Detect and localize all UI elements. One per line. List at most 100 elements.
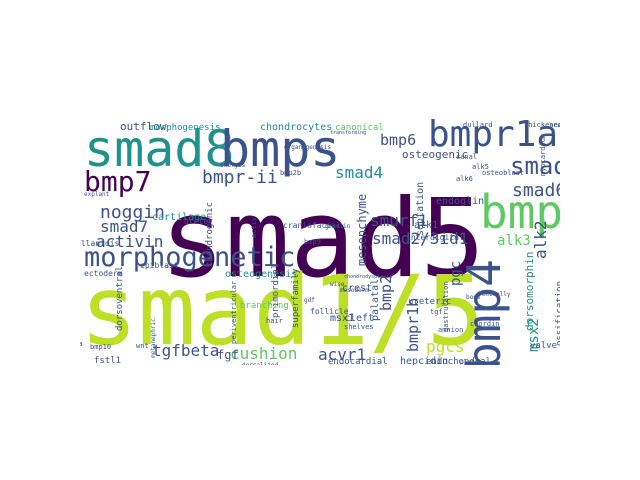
word-fstl1: fstl1 bbox=[94, 356, 121, 365]
word-canonical: canonical bbox=[335, 123, 384, 133]
word-periventricular: periventricular bbox=[230, 281, 238, 344]
word-smad8: smad8 bbox=[84, 120, 235, 178]
word-bmps: bmps bbox=[220, 120, 340, 178]
word-ureteric: ureteric bbox=[408, 297, 451, 307]
word-pgcs: pgcs bbox=[426, 337, 465, 356]
word-bone: bone bbox=[466, 294, 481, 301]
word-osteoblast: osteoblast bbox=[482, 169, 524, 177]
word-smad4: smad4 bbox=[335, 163, 383, 182]
word-noggin: noggin bbox=[100, 202, 165, 223]
word-ectoderm: ectoderm bbox=[84, 269, 123, 278]
word-plate: plate bbox=[460, 359, 478, 365]
word-bmpr1b: bmpr1b bbox=[404, 298, 422, 352]
word-transforming: transforming bbox=[330, 130, 366, 136]
word-msx2: msx2 bbox=[526, 318, 542, 352]
word-cleft: cleft bbox=[344, 313, 374, 324]
word-primordial: primordial bbox=[271, 264, 281, 318]
word-allantois: allantois bbox=[80, 239, 120, 248]
word-thickened: thickened bbox=[524, 121, 560, 129]
word-valve: valve bbox=[530, 341, 557, 351]
word-bmp2: bmp2 bbox=[377, 275, 395, 311]
word-mesoderm: mesoderm bbox=[340, 287, 369, 294]
word-endocardial: endocardial bbox=[328, 357, 388, 365]
word-hepcidin: hepcidin bbox=[400, 356, 448, 365]
word-ventrally: ventrally bbox=[478, 291, 511, 298]
word-smad2-3id1: smad2/3id1 bbox=[372, 229, 468, 248]
word-crest: crest bbox=[342, 283, 372, 294]
word-metanephric: metanephric bbox=[150, 318, 157, 358]
word-dorsoventral: dorsoventral bbox=[115, 266, 125, 331]
word-cushion: cushion bbox=[230, 344, 297, 363]
word-bmp10: bmp10 bbox=[90, 343, 111, 351]
word-wnt: wnt bbox=[136, 342, 149, 350]
word-outflow: outflow bbox=[120, 120, 167, 133]
word-palatal: palatal bbox=[370, 279, 381, 321]
word-dorsomorphin: dorsomorphin bbox=[523, 252, 536, 331]
word-alk6: alk6 bbox=[456, 175, 473, 183]
word-bmp7: bmp7 bbox=[84, 165, 151, 198]
word-fgf: fgf bbox=[217, 348, 239, 362]
word-smad5: smad5 bbox=[160, 177, 485, 302]
word-hair: hair bbox=[266, 317, 283, 325]
word-bmp: bmp bbox=[480, 185, 560, 239]
word-cloud: smad5 smad1/5 smad8 bmps bmpr1a bmp bmp4 morpho… bbox=[80, 116, 560, 365]
word-epiblast: epiblast bbox=[140, 261, 179, 270]
word-cartilage: cartilage bbox=[152, 212, 206, 223]
word-smad6: smad6 bbox=[512, 180, 560, 201]
word-smurf1: smurf1 bbox=[370, 211, 428, 230]
word-branching: branching bbox=[240, 301, 289, 311]
word-activ: activ bbox=[250, 217, 258, 238]
word-msx1: msx1 bbox=[330, 313, 354, 324]
word-scaffold: scaffold bbox=[550, 122, 560, 129]
word-smad1-5: smad1/5 bbox=[80, 255, 485, 365]
word-amnion: amnion bbox=[438, 326, 463, 334]
word-superfamily: superfamily bbox=[291, 268, 301, 328]
word-ossification: ossification bbox=[555, 281, 560, 346]
word-alk2: alk2 bbox=[531, 220, 550, 259]
word-gdf: gdf bbox=[304, 297, 315, 304]
word-alk5: alk5 bbox=[472, 163, 489, 171]
word-bmp4: bmp4 bbox=[457, 259, 511, 365]
word-tgfbeta: tgfbeta bbox=[152, 341, 219, 360]
word-dullard: dullard bbox=[463, 121, 493, 129]
word-chondrocytes: chondrocytes bbox=[260, 122, 332, 133]
word-shelves: shelves bbox=[344, 323, 374, 331]
word-embryos: embryos bbox=[220, 162, 246, 169]
word-bmp2b: bmp2b bbox=[280, 169, 301, 177]
word-gastrulation: gastrulation bbox=[442, 281, 450, 332]
word-gremlin: gremlin bbox=[325, 223, 351, 230]
word-morphogenesis: morphogenesis bbox=[150, 123, 220, 133]
word-alk1: alk1 bbox=[414, 220, 438, 231]
word-septation: septation bbox=[415, 182, 426, 236]
word-tgf: tgf bbox=[430, 308, 443, 316]
word-bmp9: bmp9 bbox=[304, 238, 321, 246]
word-follicle: follicle bbox=[310, 307, 349, 316]
word-craniofacial: craniofacial bbox=[283, 221, 341, 230]
word-osteogenesis: osteogenesis bbox=[225, 269, 297, 280]
word-mesenchyme: mesenchyme bbox=[355, 194, 369, 266]
word-morphogenetic: morphogenetic bbox=[84, 242, 295, 273]
word-chondrogenic: chondrogenic bbox=[205, 202, 215, 267]
word-alk3: alk3 bbox=[497, 233, 531, 249]
word-interdigital: interdigital bbox=[406, 233, 464, 242]
word-canal: canal bbox=[456, 153, 477, 161]
word-chordin: chordin bbox=[470, 320, 500, 328]
word-myocardium: myocardium bbox=[539, 134, 547, 176]
word-wise: wise bbox=[330, 281, 345, 288]
word-bmp6: bmp6 bbox=[380, 131, 416, 149]
word-endoglin: endoglin bbox=[436, 196, 484, 207]
word-pgc: pgc bbox=[448, 261, 464, 286]
word-organogenesis: organogenesis bbox=[284, 144, 331, 151]
word-dorsalized: dorsalized bbox=[242, 362, 279, 365]
word-bmpr1a: bmpr1a bbox=[428, 116, 558, 155]
word-bmpr-ii: bmpr-ii bbox=[202, 167, 278, 188]
word-explant: explant bbox=[84, 191, 110, 198]
word-endochondral: endochondral bbox=[426, 357, 491, 365]
word-smad7: smad7 bbox=[100, 217, 148, 236]
word-activin: activin bbox=[96, 232, 163, 251]
word-chondrodysplasia: chondrodysplasia bbox=[344, 274, 392, 280]
word-la: la bbox=[80, 340, 82, 348]
